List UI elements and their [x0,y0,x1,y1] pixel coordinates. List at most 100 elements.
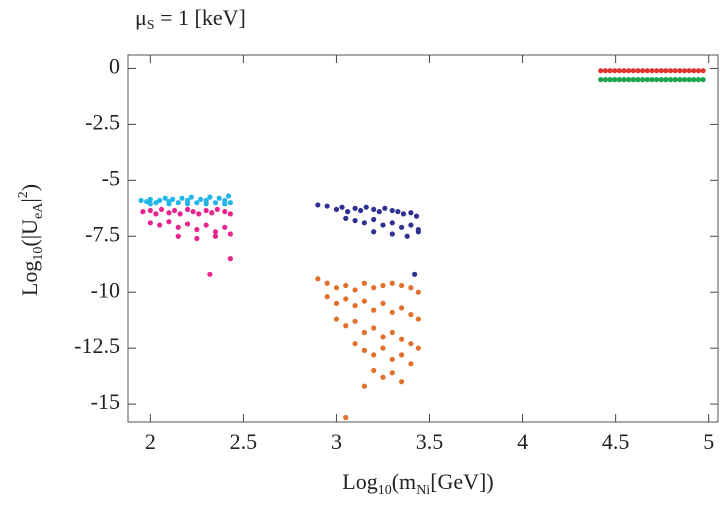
point [212,200,219,206]
point [175,233,181,239]
point [395,209,401,215]
point [667,77,674,83]
point [361,329,367,336]
point [415,316,421,322]
point [398,379,405,385]
point [184,206,191,213]
point [158,206,165,213]
point [380,282,386,289]
point [209,210,215,216]
point [162,195,168,201]
point [371,285,377,291]
point [343,296,349,302]
point [691,68,697,74]
point [352,341,358,347]
point [630,77,636,83]
point [343,323,349,329]
y-tick-label: -5 [102,165,120,190]
point [415,345,421,351]
point [352,287,358,293]
point [140,209,146,215]
point [667,68,674,74]
point [658,68,664,74]
point [408,361,414,367]
point [616,68,622,74]
point [371,367,377,374]
point [203,201,209,207]
point [227,256,233,262]
point [621,68,627,74]
x-tick-label: 3 [331,429,342,454]
point [398,336,405,342]
point [626,77,632,83]
point [333,206,340,213]
point [389,370,395,376]
point [621,77,627,83]
point [398,352,405,358]
point [389,231,395,237]
point [400,211,407,217]
point [371,325,377,331]
point [214,206,220,213]
point [371,352,377,358]
point [147,207,153,214]
point [635,77,641,83]
point [324,203,330,209]
point [177,211,183,217]
point [315,276,321,282]
point [389,207,395,214]
point [147,201,153,207]
x-tick-label: 4.5 [602,429,630,454]
point [371,206,377,213]
point [691,77,697,83]
point [227,200,233,206]
point [197,196,204,202]
point [408,341,414,347]
point [324,294,330,300]
point [166,219,172,225]
x-tick-label: 3.5 [416,429,444,454]
point [389,309,395,315]
point [398,305,405,311]
x-tick-label: 2 [145,429,156,454]
point [203,222,209,228]
point [175,200,181,206]
point [138,197,144,204]
point [695,68,702,74]
point [184,221,191,227]
point [352,303,358,309]
plot-frame [127,54,719,423]
point [352,318,358,324]
point [380,345,386,351]
point [644,68,650,74]
point [371,216,377,223]
point [408,222,414,228]
point [179,195,185,201]
point [380,300,386,306]
point [157,197,163,204]
point [672,68,678,74]
point [700,77,706,83]
point [398,282,405,289]
point [677,68,683,74]
point [598,77,604,83]
point [196,211,202,217]
point [612,68,618,74]
point [630,68,636,74]
point [222,209,228,215]
point [345,209,351,215]
point [371,229,377,235]
point [398,224,405,230]
point [681,77,688,83]
point [640,77,646,83]
point [222,201,228,207]
x-tick-label: 2.5 [230,429,258,454]
point [222,224,228,230]
y-tick-label: -2.5 [85,109,120,134]
point [333,300,340,306]
point [212,233,219,239]
point [194,226,200,233]
x-axis-label: Log10(mNi[GeV]) [342,469,493,498]
point [227,231,233,237]
